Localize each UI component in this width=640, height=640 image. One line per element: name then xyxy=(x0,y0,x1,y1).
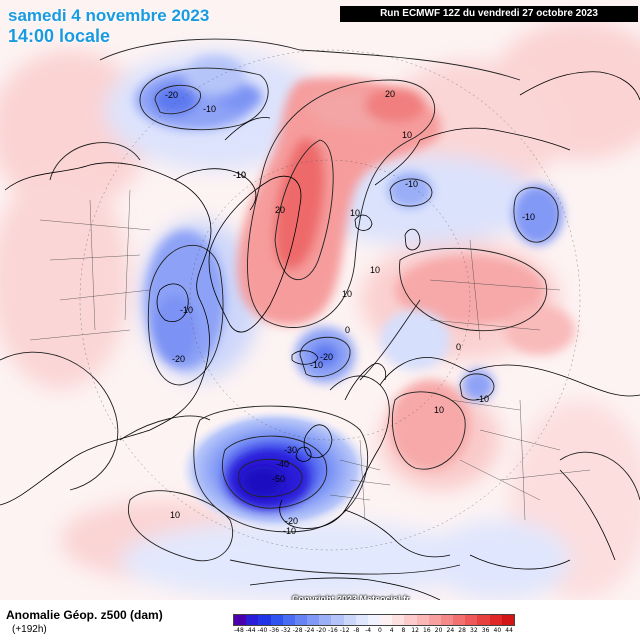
colorbar-tick-label: -24 xyxy=(304,627,315,634)
contour-label: 20 xyxy=(385,89,395,99)
colorbar-tick-label: -48 xyxy=(233,627,244,634)
colorbar-swatch xyxy=(428,615,441,625)
contour-label: -10 xyxy=(203,104,216,114)
contour-label: 10 xyxy=(170,510,180,520)
colorbar-tick-label: 20 xyxy=(434,627,443,634)
colorbar-swatch xyxy=(489,615,502,625)
coastlines xyxy=(0,71,640,600)
colorbar-tick-label: -28 xyxy=(292,627,303,634)
colorbar-swatch xyxy=(392,615,405,625)
colorbar-swatch xyxy=(294,615,308,625)
borders xyxy=(29,189,591,521)
contour-label: -20 xyxy=(320,352,333,362)
colorbar-tick-label: -8 xyxy=(353,627,360,634)
colorbar-swatch xyxy=(440,615,454,625)
colorbar-tick-label: 16 xyxy=(423,627,431,634)
colorbar-ticks: -48 -44 -40 -36 -32 -28 -24 -20 -16 -12 -8 -4 0 4 8 12 1… xyxy=(233,627,515,637)
colorbar-tick-label: 12 xyxy=(411,627,419,634)
colorbar-tick-label: 28 xyxy=(458,627,466,634)
contour-label: 10 xyxy=(236,170,246,180)
anomaly-map: -20 -10 20 20 10 -10 -10 -10 -20 -10 -20… xyxy=(0,0,640,600)
colorbar-swatch xyxy=(453,615,466,625)
colorbar-tick-label: 32 xyxy=(470,627,478,634)
contour-label: -10 xyxy=(233,170,246,180)
colorbar-tick-label: 40 xyxy=(493,627,502,634)
colorbar-tick-label: -44 xyxy=(245,627,256,634)
contour-label: -10 xyxy=(522,212,535,222)
colorbar-swatch xyxy=(343,615,356,625)
colorbar-tick-label: 24 xyxy=(446,627,455,634)
colorbar-tick-label: 0 xyxy=(377,627,382,634)
colorbar-swatch xyxy=(258,615,271,625)
anomaly-field xyxy=(0,0,640,600)
contour-label-group: -20 -10 20 20 10 -10 -10 -10 -20 -10 -20… xyxy=(165,89,535,536)
colorbar xyxy=(233,614,515,626)
contour-label: 10 xyxy=(402,130,412,140)
contour-label: 20 xyxy=(275,205,285,215)
run-info-banner: Run ECMWF 12Z du vendredi 27 octobre 202… xyxy=(340,6,638,22)
colorbar-tick-label: -32 xyxy=(280,627,291,634)
contour-label: -10 xyxy=(283,526,296,536)
colorbar-tick-label: -20 xyxy=(316,627,327,634)
colorbar-tick-label: 8 xyxy=(401,627,406,634)
colorbar-tick-label: -4 xyxy=(365,627,372,634)
variable-title: Anomalie Géop. z500 (dam) xyxy=(6,608,163,622)
contour-label: -10 xyxy=(405,179,418,189)
copyright-text: Copyright 2023 Meteociel.fr xyxy=(292,594,410,604)
colorbar-swatch xyxy=(367,615,381,625)
colorbar-tick-label: 44 xyxy=(505,627,513,634)
colorbar-tick-label: 4 xyxy=(389,627,394,634)
colorbar-tick-label: -16 xyxy=(327,627,338,634)
contour-lines xyxy=(0,38,640,575)
contour-label: -10 xyxy=(310,360,323,370)
contour-label: 10 xyxy=(350,208,360,218)
colorbar-swatch xyxy=(404,615,417,625)
contour-label: 0 xyxy=(345,325,350,335)
contour-label: -20 xyxy=(285,516,298,526)
lead-time: (+192h) xyxy=(12,624,47,635)
colorbar-swatch xyxy=(501,615,514,625)
contour-label: -30 xyxy=(284,445,297,455)
contour-label: -20 xyxy=(165,90,178,100)
colorbar-swatch xyxy=(282,615,295,625)
contour-label: 10 xyxy=(342,289,352,299)
contour-label: -20 xyxy=(172,354,185,364)
colorbar-swatch xyxy=(270,615,283,625)
date-title: samedi 4 novembre 2023 xyxy=(8,6,210,25)
colorbar-swatch xyxy=(477,615,490,625)
colorbar-swatch xyxy=(380,615,393,625)
latitude-circles xyxy=(79,49,581,551)
colorbar-swatch xyxy=(307,615,320,625)
contour-label: -50 xyxy=(272,474,285,484)
colorbar-swatch xyxy=(416,615,429,625)
colorbar-tick-label: -12 xyxy=(339,627,350,634)
contour-label: 10 xyxy=(370,265,380,275)
contour-label: -10 xyxy=(476,394,489,404)
colorbar-swatch xyxy=(234,615,247,625)
time-title: 14:00 locale xyxy=(8,26,111,46)
map-canvas: -20 -10 20 20 10 -10 -10 -10 -20 -10 -20… xyxy=(0,0,640,600)
colorbar-swatch xyxy=(331,615,344,625)
colorbar-swatch xyxy=(465,615,478,625)
colorbar-swatch xyxy=(319,615,332,625)
contour-label: -40 xyxy=(276,459,289,469)
colorbar-tick-label: -40 xyxy=(257,627,268,634)
colorbar-tick-label: 36 xyxy=(481,627,490,634)
colorbar-tick-label: -36 xyxy=(269,627,280,634)
contour-label: 0 xyxy=(456,342,461,352)
colorbar-swatch xyxy=(355,615,368,625)
colorbar-swatch xyxy=(246,615,259,625)
contour-label: 10 xyxy=(434,405,444,415)
contour-label: -10 xyxy=(180,305,193,315)
